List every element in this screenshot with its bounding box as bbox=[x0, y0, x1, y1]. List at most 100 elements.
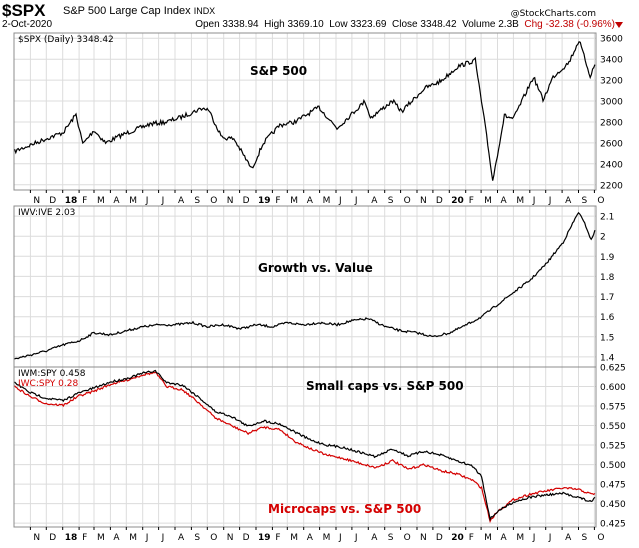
x-tick-label: D bbox=[436, 196, 443, 206]
low-value: Low 3323.69 bbox=[329, 19, 387, 30]
x-tick-label: J bbox=[548, 533, 552, 543]
exchange-code: INDX bbox=[193, 6, 216, 16]
series-line bbox=[13, 41, 596, 181]
panel-frame bbox=[13, 205, 597, 368]
y-tick-label: 1.4 bbox=[600, 353, 615, 363]
y-tick-label: 2.1 bbox=[600, 213, 614, 223]
x-tick-label: M bbox=[323, 196, 331, 206]
x-tick-label: D bbox=[243, 533, 250, 543]
change-value: Chg -32.38 (-0.96%) bbox=[524, 19, 615, 30]
x-tick-label: 19 bbox=[258, 533, 271, 543]
y-tick-label: 3400 bbox=[600, 56, 623, 66]
series-line bbox=[14, 211, 596, 360]
y-tick-label: 0.575 bbox=[600, 403, 626, 413]
quote-date: 2-Oct-2020 bbox=[2, 19, 53, 30]
x-tick-label: 20 bbox=[451, 196, 464, 206]
x-tick-label: M bbox=[129, 196, 137, 206]
y-tick-label: 1.9 bbox=[600, 253, 615, 263]
x-tick-label: J bbox=[354, 533, 358, 543]
x-tick-label: M bbox=[97, 533, 105, 543]
x-tick-label: M bbox=[323, 533, 331, 543]
x-tick-label: D bbox=[49, 196, 56, 206]
y-tick-label: 0.500 bbox=[600, 461, 626, 471]
x-tick-label: F bbox=[469, 533, 474, 543]
x-tick-label: M bbox=[516, 533, 524, 543]
volume-value: Volume 2.3B bbox=[462, 19, 519, 30]
close-value: Close 3348.42 bbox=[392, 19, 457, 30]
x-tick-label: M bbox=[290, 533, 298, 543]
x-tick-label: J bbox=[338, 533, 342, 543]
x-tick-label: F bbox=[82, 196, 87, 206]
x-tick-label: J bbox=[145, 533, 149, 543]
y-tick-label: 3000 bbox=[600, 98, 623, 108]
y-tick-label: 0.625 bbox=[600, 364, 626, 374]
y-tick-label: 0.450 bbox=[600, 500, 626, 510]
y-tick-label: 1.6 bbox=[600, 313, 615, 323]
y-tick-label: 3600 bbox=[600, 35, 623, 45]
x-tick-label: 19 bbox=[258, 196, 271, 206]
x-tick-label: F bbox=[275, 533, 280, 543]
x-tick-label: N bbox=[420, 533, 427, 543]
annotation-microcaps: Microcaps vs. S&P 500 bbox=[268, 502, 421, 516]
x-tick-label: S bbox=[582, 533, 588, 543]
watermark: @StockCharts.com bbox=[511, 9, 596, 19]
x-tick-label: A bbox=[307, 533, 314, 543]
x-tick-label: A bbox=[178, 196, 185, 206]
y-tick-label: 1.5 bbox=[600, 333, 614, 343]
legend-label: IWM:SPY 0.458 bbox=[18, 369, 86, 379]
x-tick-label: S bbox=[388, 196, 394, 206]
x-tick-label: N bbox=[420, 196, 427, 206]
quote-stats: Open 3338.94 High 3369.10 Low 3323.69 Cl… bbox=[195, 19, 615, 30]
x-tick-label: A bbox=[113, 533, 120, 543]
y-tick-label: 1.7 bbox=[600, 293, 614, 303]
x-tick-label: O bbox=[597, 533, 604, 543]
y-tick-label: 2800 bbox=[600, 119, 623, 129]
x-tick-label: A bbox=[565, 533, 572, 543]
x-tick-label: A bbox=[307, 196, 314, 206]
x-tick-label: D bbox=[436, 533, 443, 543]
annotation-sp500: S&P 500 bbox=[250, 64, 307, 78]
x-tick-label: N bbox=[33, 533, 40, 543]
annotation-growth-value: Growth vs. Value bbox=[258, 261, 373, 275]
open-value: Open 3338.94 bbox=[195, 19, 259, 30]
x-tick-label: F bbox=[82, 533, 87, 543]
x-tick-label: J bbox=[338, 196, 342, 206]
x-tick-label: A bbox=[371, 533, 378, 543]
x-tick-label: M bbox=[484, 196, 492, 206]
y-tick-label: 3200 bbox=[600, 77, 623, 87]
x-tick-label: S bbox=[388, 533, 394, 543]
x-tick-label: O bbox=[404, 196, 411, 206]
x-tick-label: J bbox=[532, 533, 536, 543]
x-tick-label: A bbox=[501, 533, 508, 543]
x-tick-label: J bbox=[532, 196, 536, 206]
x-tick-label: J bbox=[161, 196, 165, 206]
panel-frame bbox=[13, 32, 597, 191]
y-tick-label: 0.550 bbox=[600, 422, 626, 432]
x-tick-label: A bbox=[113, 196, 120, 206]
y-tick-label: 2 bbox=[600, 233, 606, 243]
y-tick-label: 2600 bbox=[600, 139, 623, 149]
index-name-text: S&P 500 Large Cap Index bbox=[63, 5, 191, 17]
x-tick-label: A bbox=[178, 533, 185, 543]
x-tick-label: 18 bbox=[65, 533, 78, 543]
x-tick-label: J bbox=[161, 533, 165, 543]
x-tick-label: D bbox=[243, 196, 250, 206]
x-tick-label: A bbox=[371, 196, 378, 206]
y-tick-label: 0.525 bbox=[600, 442, 626, 452]
x-tick-label: M bbox=[484, 533, 492, 543]
high-value: High 3369.10 bbox=[264, 19, 324, 30]
x-tick-label: D bbox=[49, 533, 56, 543]
x-tick-label: N bbox=[227, 533, 234, 543]
x-tick-label: M bbox=[129, 533, 137, 543]
index-name: S&P 500 Large Cap Index INDX bbox=[63, 5, 215, 17]
y-tick-label: 1.8 bbox=[600, 273, 615, 283]
x-tick-label: M bbox=[97, 196, 105, 206]
legend-label: $SPX (Daily) 3348.42 bbox=[18, 35, 114, 45]
x-tick-label: 20 bbox=[451, 533, 464, 543]
down-arrow-icon bbox=[615, 22, 623, 28]
x-tick-label: A bbox=[501, 196, 508, 206]
ticker-symbol: $SPX bbox=[2, 1, 46, 20]
y-tick-label: 2200 bbox=[600, 181, 623, 191]
x-tick-label: F bbox=[275, 196, 280, 206]
